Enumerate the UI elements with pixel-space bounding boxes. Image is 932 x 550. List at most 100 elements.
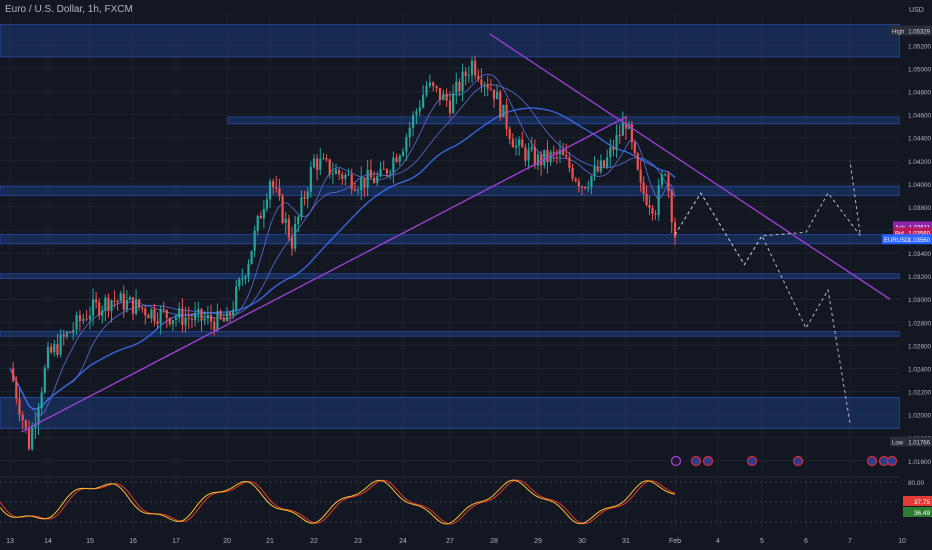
- candle-body: [372, 178, 376, 184]
- candle-body: [190, 318, 194, 321]
- candle-body: [46, 346, 50, 368]
- candle-body: [474, 60, 477, 76]
- candle-body: [268, 181, 272, 200]
- candle-body: [448, 100, 452, 114]
- candle-body: [452, 93, 455, 114]
- candle-body: [609, 147, 612, 158]
- candle-body: [428, 82, 431, 86]
- candle-body: [533, 147, 536, 166]
- candle-body: [247, 264, 250, 277]
- stoch-k-value: 37.75: [914, 499, 930, 506]
- candle-body: [376, 175, 379, 184]
- candle-body: [606, 157, 609, 167]
- candle-body: [107, 297, 110, 312]
- moving-average-line: [9, 73, 676, 417]
- candle-body: [219, 311, 222, 318]
- time-tick-label: 20: [223, 538, 231, 545]
- candle-body: [56, 344, 59, 355]
- candle-body: [524, 147, 527, 161]
- economic-event-icon: [670, 455, 682, 467]
- candle-body: [62, 334, 65, 337]
- price-series: [12, 55, 677, 451]
- candle-body: [612, 147, 615, 150]
- price-axis[interactable]: USD 1.05200 1.05000 1.04800 1.04600 1.04400 1.…: [900, 0, 932, 550]
- candle-body: [590, 176, 593, 188]
- candle-body: [565, 155, 568, 158]
- time-tick-label: 17: [172, 538, 180, 545]
- candle-body: [334, 169, 338, 174]
- candle-body: [353, 189, 356, 191]
- candle-body: [344, 174, 347, 179]
- candle-body: [241, 278, 244, 280]
- moving-average-line: [9, 107, 676, 410]
- time-tick-label: 24: [399, 538, 407, 545]
- candle-body: [253, 230, 256, 251]
- candle-body: [24, 420, 27, 428]
- candle-body: [294, 223, 297, 249]
- trend-lines: [21, 33, 891, 433]
- candle-body: [95, 299, 98, 303]
- candle-body: [356, 190, 360, 192]
- price-tick-label: 1.02400: [908, 366, 932, 373]
- stoch-d-value: 36.49: [914, 510, 930, 517]
- economic-event-icon: [886, 455, 898, 467]
- symbol-value: 1.03560: [908, 238, 930, 244]
- time-tick-label: 28: [490, 538, 498, 545]
- time-tick-label: 4: [716, 538, 720, 545]
- price-axis-background: [900, 0, 932, 550]
- candle-body: [580, 186, 584, 188]
- candle-body: [602, 160, 606, 167]
- candle-body: [411, 115, 415, 128]
- candle-body: [464, 71, 467, 77]
- time-tick-label: 21: [266, 538, 274, 545]
- candle-body: [624, 122, 628, 129]
- stoch-d-tag: [903, 507, 932, 517]
- zone-band: [227, 116, 901, 125]
- candle-body: [670, 191, 673, 223]
- price-tick-label: 1.02200: [908, 390, 932, 397]
- price-tick-label: 1.04400: [908, 136, 932, 143]
- time-tick-label: 31: [622, 538, 630, 545]
- candle-body: [530, 147, 533, 150]
- price-tick-label: 1.05000: [908, 66, 932, 73]
- support-resistance-zones: [0, 24, 901, 429]
- candle-body: [287, 218, 290, 238]
- price-tick-label: 1.02000: [908, 413, 932, 420]
- candle-body: [621, 122, 624, 136]
- candle-body: [275, 187, 278, 189]
- candle-body: [347, 174, 350, 176]
- candle-body: [492, 89, 496, 100]
- candle-body: [518, 139, 521, 146]
- candle-body: [338, 169, 341, 175]
- economic-events[interactable]: [670, 455, 898, 467]
- chart-title: Euro / U.S. Dollar, 1h, FXCM: [5, 4, 133, 15]
- stochastic-d-line: [0, 479, 676, 525]
- high-tag: [890, 25, 932, 36]
- candle-body: [379, 168, 382, 176]
- candle-body: [300, 197, 303, 217]
- candle-body: [43, 367, 46, 393]
- price-tick-label: 1.03000: [908, 297, 932, 304]
- low-value: 1.01766: [908, 441, 930, 447]
- candle-body: [480, 79, 483, 86]
- time-axis[interactable]: 13 14 15 16 17 20 21 22 23 24 27 28 29 30 31 Feb 4 5 6 7 10: [6, 538, 906, 545]
- candle-body: [138, 299, 141, 308]
- candle-body: [171, 320, 175, 325]
- price-tick-label: 1.04800: [908, 90, 932, 97]
- candle-body: [615, 134, 618, 150]
- candle-body: [432, 82, 435, 86]
- high-label: High: [892, 30, 904, 36]
- price-tick-label: 1.03800: [908, 205, 932, 212]
- candle-body: [306, 191, 309, 199]
- candle-body: [297, 216, 300, 224]
- candle-body: [110, 300, 113, 312]
- candle-body: [319, 158, 322, 170]
- economic-event-icon: [792, 455, 804, 467]
- candle-body: [415, 111, 418, 116]
- candle-body: [206, 314, 209, 319]
- price-tick-label: 1.04000: [908, 182, 932, 189]
- candle-body: [562, 149, 565, 156]
- candle-body: [144, 308, 147, 316]
- candle-body: [651, 207, 654, 214]
